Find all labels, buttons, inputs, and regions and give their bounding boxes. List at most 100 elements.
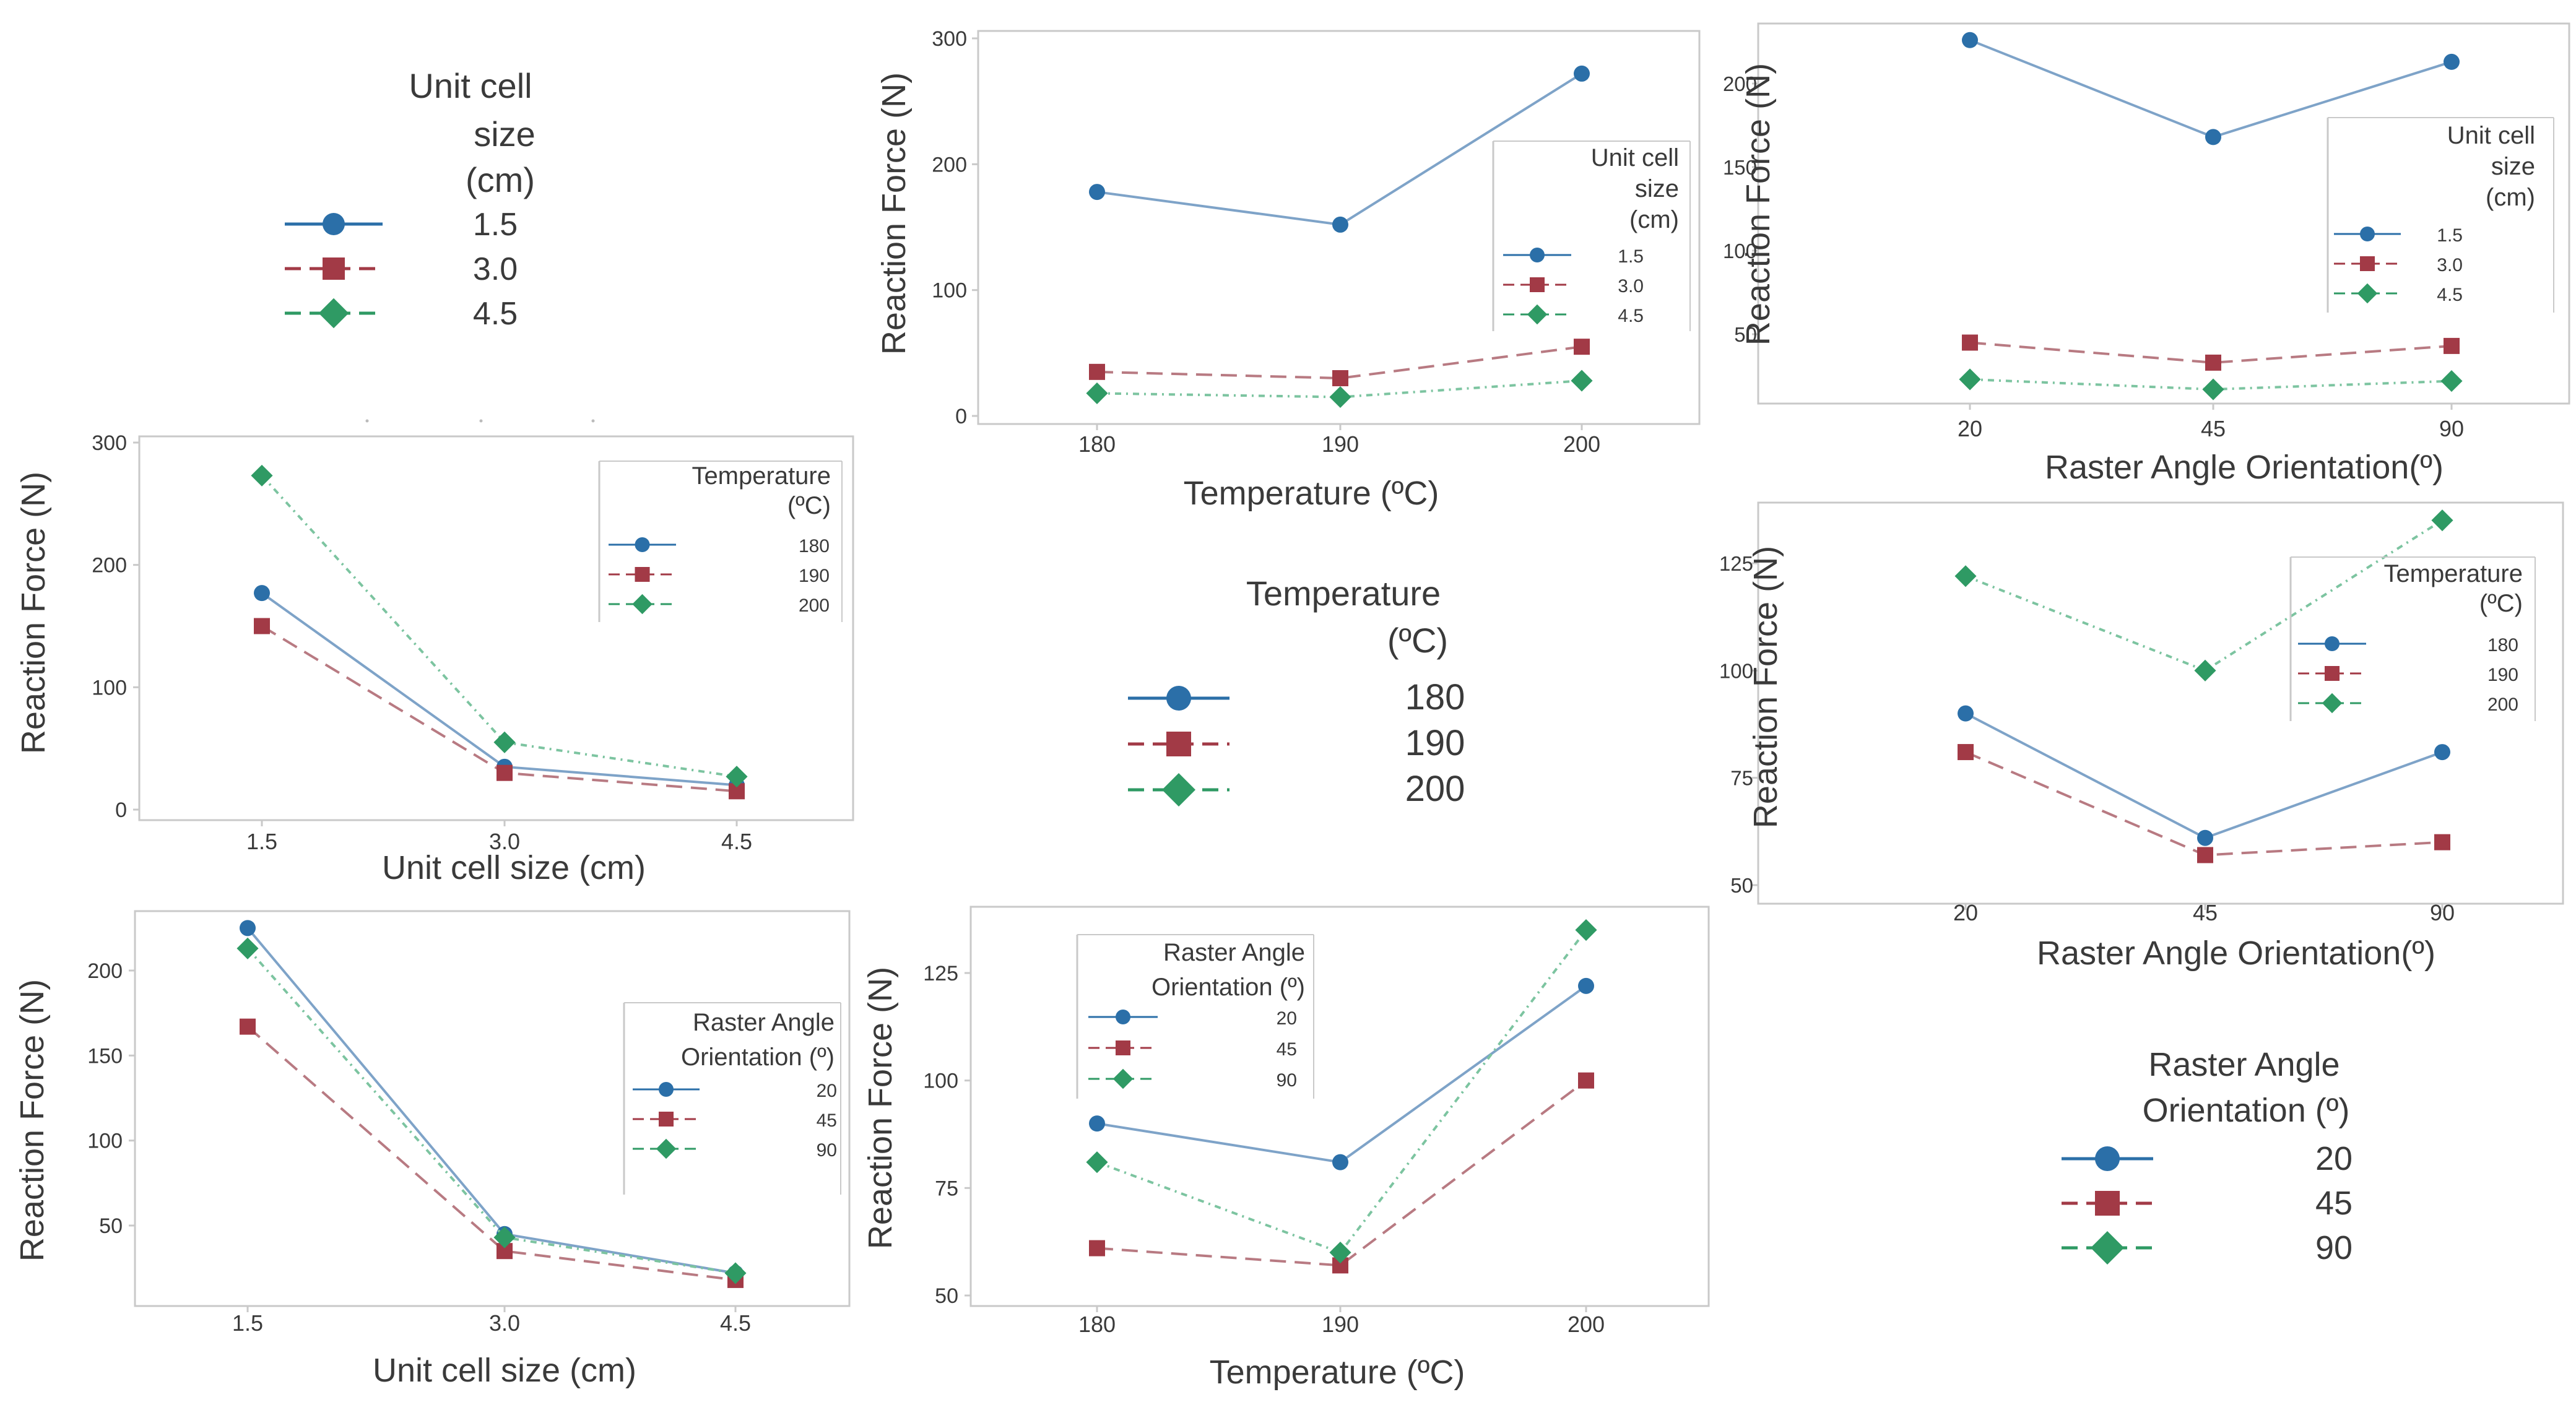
legend-marker: [2325, 666, 2340, 681]
y-tick-label: 100: [1719, 659, 1753, 682]
legend-panel-entry: 20: [2315, 1140, 2353, 1177]
legend-panel-title: Temperature: [1246, 574, 1441, 613]
plot-frame: [134, 910, 851, 1307]
x-axis-label: Unit cell size (cm): [382, 849, 646, 886]
legend-panel-marker: [318, 298, 349, 329]
data-point-4.5: [1086, 382, 1108, 404]
legend-panel-marker: [2095, 1191, 2120, 1216]
data-point-90: [724, 1262, 747, 1284]
chart-c4: 50 75 100 125 20 45 90 Raster Angle Orientation…: [1719, 501, 2564, 972]
data-point-200: [251, 464, 273, 487]
legend-entry-label: 20: [1277, 1008, 1297, 1029]
legend-title: Orientation (º): [1151, 974, 1305, 1001]
series-line-200: [1965, 519, 2444, 672]
x-axis-label: Temperature (ºC): [1184, 475, 1439, 512]
legend-marker: [1527, 304, 1548, 325]
plot-frame: [1757, 501, 2564, 905]
legend-entry-label: 200: [799, 595, 830, 616]
legend-entry-label: 180: [2487, 635, 2518, 655]
legend-title: (ºC): [787, 492, 831, 519]
y-axis-label: Reaction Force (N): [1740, 63, 1777, 345]
plot-frame: [977, 30, 1701, 425]
x-axis-label: Temperature (ºC): [1210, 1354, 1465, 1391]
x-tick-label: 4.5: [720, 1310, 751, 1336]
data-point-4.5: [1959, 368, 1981, 391]
legend-title: size: [1635, 175, 1679, 202]
y-tick-label: 125: [923, 962, 958, 985]
decor-dot: [365, 419, 369, 423]
data-point-4.5: [2202, 378, 2224, 400]
legend-panel-marker: [1166, 732, 1191, 756]
data-point-200: [493, 731, 516, 753]
legend-panel-marker: [323, 213, 345, 235]
legend-title: size: [2491, 153, 2535, 180]
legend-title: (cm): [2486, 184, 2535, 211]
y-axis-label: Reaction Force (N): [14, 979, 51, 1261]
legend-entry-label: 3.0: [2437, 255, 2463, 275]
legend-entry-label: 200: [2487, 694, 2518, 715]
data-point-180: [2434, 744, 2450, 761]
series-line-200: [261, 475, 737, 778]
series-line-180: [1965, 712, 2443, 839]
legend-marker: [635, 567, 650, 582]
y-axis-label: Reaction Force (N): [15, 472, 52, 754]
data-point-200: [2194, 659, 2216, 681]
data-point-45: [1089, 1240, 1105, 1256]
series-line-20: [246, 927, 736, 1274]
legend-panel-entry: 90: [2315, 1229, 2353, 1266]
data-point-1.5: [1574, 65, 1590, 82]
x-tick-label: 90: [2430, 900, 2455, 925]
plot-frame: [138, 435, 854, 821]
data-point-200: [726, 766, 748, 788]
legend-entry-label: 1.5: [1618, 246, 1644, 267]
legend-entry-label: 90: [817, 1140, 837, 1161]
y-tick-label: 50: [99, 1214, 123, 1238]
legend-entry-label: 45: [817, 1110, 837, 1131]
y-tick-label: 100: [923, 1070, 958, 1093]
x-tick-label: 180: [1078, 1312, 1116, 1337]
data-point-190: [1958, 744, 1974, 761]
data-point-20: [240, 920, 256, 936]
data-point-190: [2197, 847, 2213, 863]
legend-marker: [1112, 1068, 1134, 1089]
legend-panel-entry: 190: [1405, 723, 1465, 763]
legend-panel-marker: [2095, 1146, 2120, 1171]
data-point-90: [493, 1226, 516, 1248]
chart-c5: 50 100 150 200 1.5 3.0 4.5 Unit cell size (cm) R…: [14, 910, 851, 1389]
legend-panel-raster: Raster Angle Orientation (º) 20 45 90: [2062, 1046, 2353, 1266]
legend-panel-title: Raster Angle: [2148, 1046, 2340, 1083]
legend-marker: [1116, 1040, 1130, 1055]
legend-entry-label: 45: [1277, 1039, 1297, 1060]
decor-dot: [479, 419, 483, 423]
x-tick-label: 1.5: [232, 1310, 263, 1336]
legend-panel-title: size: [474, 115, 536, 154]
data-point-190: [2434, 834, 2450, 850]
legend-marker: [659, 1112, 674, 1127]
data-point-3.0: [1962, 334, 1978, 351]
legend-marker: [1530, 277, 1545, 292]
data-point-4.5: [2440, 370, 2463, 392]
y-tick-label: 50: [1730, 874, 1753, 897]
data-point-3.0: [1574, 339, 1590, 355]
legend-marker: [2360, 256, 2375, 271]
legend-panel-entry: 4.5: [473, 296, 518, 332]
data-point-200: [2431, 509, 2453, 532]
plot-frame: [1757, 22, 2570, 405]
data-point-1.5: [2444, 53, 2460, 70]
legend-panel-title: (cm): [466, 160, 535, 199]
y-tick-label: 100: [1723, 240, 1757, 262]
y-tick-label: 50: [1734, 323, 1757, 346]
data-point-180: [2197, 829, 2213, 846]
legend-entry-label: 4.5: [1618, 306, 1644, 326]
data-point-90: [1575, 919, 1597, 941]
chart-c1: 0 100 200 300 180 190 200 Temperature (ºC) React…: [875, 27, 1701, 512]
data-point-180: [254, 585, 270, 602]
series-line-90: [246, 947, 736, 1274]
x-tick-label: 180: [1078, 431, 1116, 457]
y-tick-label: 150: [87, 1044, 123, 1068]
y-tick-label: 200: [932, 153, 967, 176]
y-tick-label: 200: [92, 554, 127, 577]
y-tick-label: 100: [932, 279, 967, 303]
legend-marker: [2357, 283, 2378, 304]
data-point-20: [1089, 1115, 1105, 1132]
